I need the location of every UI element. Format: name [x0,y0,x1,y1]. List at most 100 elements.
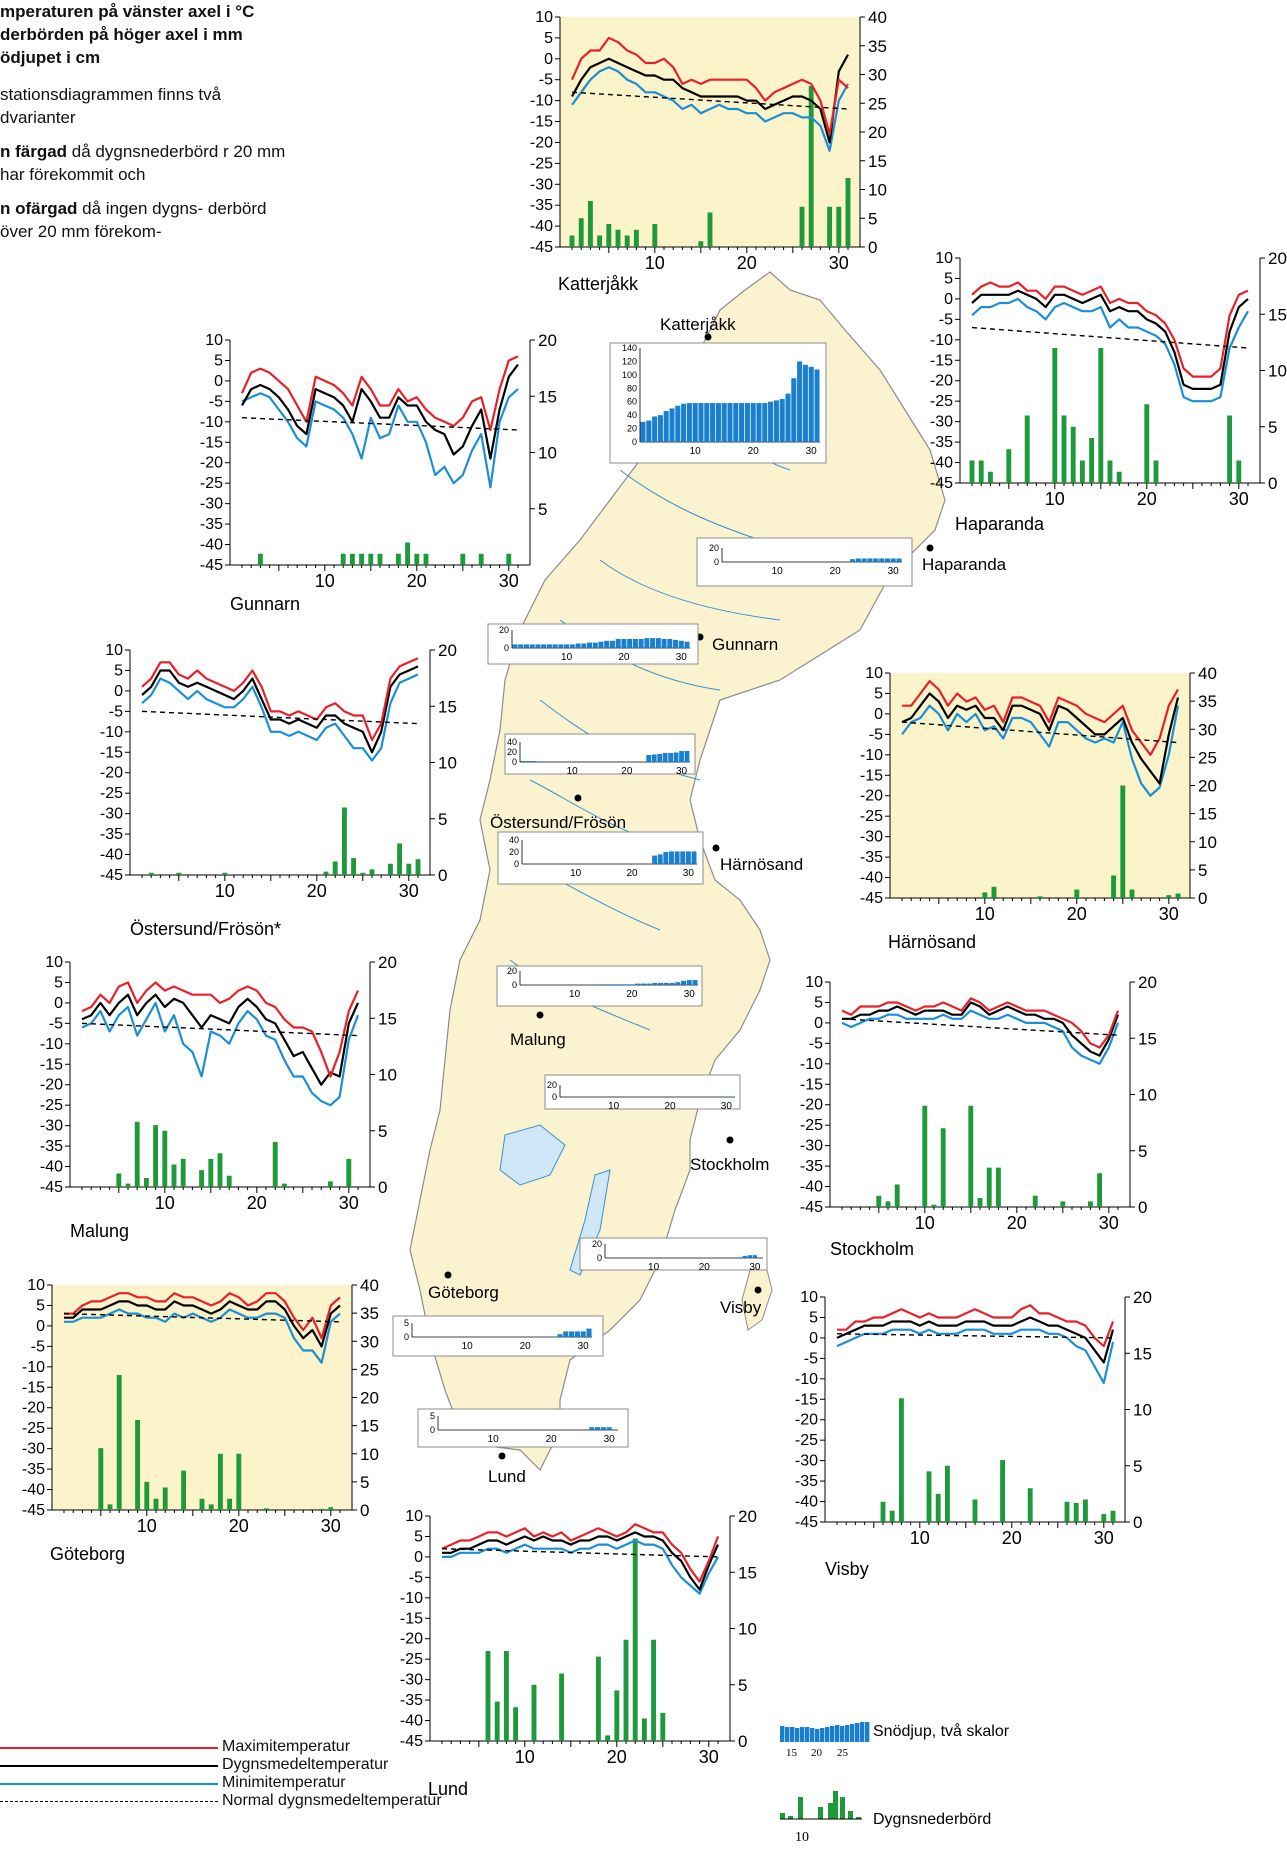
snow-bar--stersund-fr-s-n [673,752,679,762]
snow-bar--stersund-fr-s-n [668,753,673,762]
snow-ytick-katterj-kk: 60 [627,397,637,407]
snow-bar-katterj-kk [779,399,785,442]
map-label-lund: Lund [488,1467,526,1486]
rain-bar-malung [346,1158,352,1187]
ytick-label-g-teborg: -45 [22,1502,45,1519]
y2tick-label-malung: 0 [378,1178,387,1197]
legend-max-label: Maximitemperatur [222,1738,351,1755]
y2tick-label-katterj-kk: 15 [868,152,887,171]
rain-bar-visby [1110,1510,1116,1522]
rain-bar-visby [926,1471,932,1522]
rain-bar-visby [1101,1514,1107,1522]
ytick-label--stersund-fr-s-n-: -25 [100,785,123,802]
y2tick-label-haparanda: 5 [1268,418,1277,437]
ytick-label-lund: 10 [405,1508,423,1525]
ytick-label-gunnarn: -35 [200,516,223,533]
legend-rain-bar [833,1791,838,1819]
snow-bar-gunnarn [644,638,650,648]
ytick-label-lund: -45 [400,1733,423,1750]
chart-haparanda: 10 5 0 -5 -10 -15 -20 -25 -30 -35 -40 -45 20 15 10 5 0 10… [930,249,1287,534]
normal-line-h-rn-sand [901,721,1179,744]
snow-bar-malung [629,984,635,985]
snow-xtick-lund: 20 [546,1434,558,1445]
rain-bar-gunnarn [423,553,429,565]
map-dot-katterj-kk [704,333,712,341]
rain-bar-g-teborg [144,1481,150,1510]
rain-bar-h-rn-sand [1175,893,1181,898]
snow-bar-malung [635,983,641,985]
snow-bar-malung [669,982,675,985]
rain-bar-gunnarn [349,553,355,565]
map-dot-h-rn-sand [712,844,720,852]
snow-xtick-malung: 20 [626,989,638,1000]
snow-bar-katterj-kk [814,369,820,442]
snow-bar-katterj-kk [727,403,733,442]
snow-xtick-malung: 10 [569,989,581,1000]
y2tick-label-g-teborg: 30 [360,1332,379,1351]
snow-xtick-malung: 30 [684,989,696,1000]
snow-bar-katterj-kk [657,415,663,442]
normal-line-stockholm [841,1018,1119,1036]
snow-bar-katterj-kk [686,403,692,442]
snow-bar-katterj-kk [773,400,779,442]
rain-bar-haparanda [1024,415,1030,483]
mean-line-lund [442,1531,720,1591]
y2tick-label-lund: 15 [738,1563,757,1582]
normal-line-katterj-kk [571,91,849,110]
rain-bar-g-teborg [162,1487,168,1510]
ytick-label-h-rn-sand: 5 [874,685,883,702]
snow-bar-gunnarn [569,644,575,648]
snow-bar-stockholm [723,1096,729,1097]
snow-xtick-visby: 30 [749,1262,761,1273]
ytick-label-katterj-kk: -15 [530,114,553,131]
ytick-label-stockholm: -45 [800,1199,823,1216]
y2tick-label-h-rn-sand: 30 [1198,720,1217,739]
ytick-label-g-teborg: 10 [27,1277,45,1294]
snow-bar-gunnarn [678,640,684,648]
chart-lund: 10 5 0 -5 -10 -15 -20 -25 -30 -35 -40 -45 20 15 10 5 0 10… [400,1507,757,1799]
rain-bar--stersund-fr-s-n- [406,863,412,875]
ytick-label-gunnarn: -25 [200,475,223,492]
ytick-label-g-teborg: -25 [22,1420,45,1437]
snow-bar-katterj-kk [721,403,727,442]
rain-bar--stersund-fr-s-n- [369,869,375,875]
min-line-malung [81,1001,360,1107]
station-name-malung: Malung [70,1221,129,1241]
map-label-haparanda: Haparanda [922,555,1007,574]
normal-line-g-teborg [63,1312,341,1323]
xtick-label-lund: 10 [515,1747,535,1767]
y2tick-label-g-teborg: 35 [360,1304,379,1323]
rain-bar-stockholm [1097,1173,1103,1207]
rain-bar-gunnarn [340,553,346,565]
snow-ytick-stockholm: 0 [552,1092,557,1102]
snow-chart-stockholm: 0 20 10 20 30 [544,1074,741,1112]
snow-xtick-katterj-kk: 20 [748,446,760,457]
snow-chart-katterj-kk: 0 20 40 60 80 100 120 140 10 20 30 [609,342,827,464]
ytick-label-haparanda: 10 [935,250,953,267]
max-line-malung [81,981,360,1078]
legend-rain-tick: 10 [795,1830,809,1845]
ytick-label-gunnarn: 5 [214,352,223,369]
ytick-label-lund: 0 [414,1549,423,1566]
y2tick-label-malung: 20 [378,953,397,972]
snow-bar-katterj-kk [704,403,710,442]
snow-bar-gunnarn [673,639,679,648]
snow-bar-gunnarn [592,642,598,648]
snow-ytick--stersund-fr-s-n: 40 [507,737,517,747]
snow-bar-haparanda [890,558,896,562]
rain-bar-katterj-kk [569,235,575,247]
chart-g-teborg: 10 5 0 -5 -10 -15 -20 -25 -30 -35 -40 -45 40 35 30 25 20… [22,1276,379,1564]
snow-frame-malung [496,965,703,1007]
rain-bar-stockholm [922,1105,928,1207]
station-charts: 10 5 0 -5 -10 -15 -20 -25 -30 -35 -40 -45 40 35 30 25 20… [22,8,1287,1799]
xtick-label-h-rn-sand: 30 [1159,904,1179,924]
rain-bar--stersund-fr-s-n- [415,859,421,875]
rain-bar-stockholm [894,1184,900,1207]
rain-bar-h-rn-sand [991,886,997,898]
max-line-h-rn-sand [902,680,1179,756]
rain-bar-malung [143,1178,149,1187]
y2tick-label-gunnarn: 20 [538,331,557,350]
ytick-label-haparanda: -5 [939,311,953,328]
rain-bar-g-teborg [319,1508,325,1510]
rain-bar-katterj-kk [836,206,842,247]
